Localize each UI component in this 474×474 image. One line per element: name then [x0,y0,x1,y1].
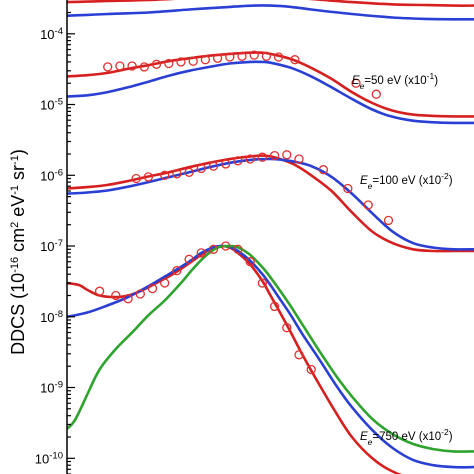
data-point [123,294,133,304]
series-line-blue [67,60,474,125]
series-line-red [67,0,474,7]
data-point [290,55,300,65]
data-point [343,183,353,194]
data-point [245,257,255,267]
data-point [131,173,141,184]
data-point [176,57,186,67]
data-point [184,167,194,177]
data-point [212,53,223,63]
data-point [200,55,211,65]
data-point [139,62,149,72]
data-point [184,254,194,264]
data-point [269,150,280,161]
data-point [371,89,381,99]
data-point [257,278,268,288]
data-point [208,161,219,171]
data-point [221,241,231,251]
data-point [261,51,272,61]
series-line-blue [67,4,474,21]
data-point [257,152,268,162]
data-point [225,52,235,62]
data-point [127,61,137,71]
y-ticks: 10-4 10-5 10-6 10-7 10-8 10-9 10-10 [35,11,75,474]
data-point [103,62,113,72]
series-annotation: Ee=750 eV (x10-2) [360,427,453,447]
y-tick-label: 10-9 [40,379,63,396]
data-point [172,265,182,276]
y-axis-title: DDCS (10-16 cm2 eV-1 sr-1) [8,149,28,355]
data-point [188,56,198,66]
data-point [151,59,162,69]
data-point [115,61,125,71]
y-tick-label: 10-7 [40,238,63,255]
data-point [273,52,284,62]
y-tick-label: 10-8 [40,308,63,325]
data-point [208,244,219,254]
data-point [196,248,206,258]
data-point [111,290,121,301]
data-point [147,283,158,294]
data-point [282,323,292,333]
data-point [135,289,145,299]
data-point [160,278,170,288]
data-point [143,172,154,182]
y-tick-label: 10-5 [40,96,63,113]
data-point [196,163,206,174]
series-line-red [67,244,403,474]
data-point [237,51,247,61]
data-point [221,159,231,169]
series-annotation: Ee=100 eV (x10-2) [360,171,453,191]
data-point [294,350,304,360]
points-layer [94,50,394,375]
series-line-green [67,244,474,453]
data-point [164,58,174,69]
data-point [383,215,394,226]
data-point [172,169,182,179]
data-point [294,154,304,164]
series-annotation: Ee=50 eV (x10-1) [352,71,438,91]
data-point [233,156,243,166]
y-tick-label: 10-6 [40,167,63,184]
data-point [318,165,329,175]
y-tick-label: 10-4 [40,25,63,42]
data-point [160,170,170,180]
series-line-blue [67,244,474,469]
data-point [306,364,316,375]
data-point [351,78,361,88]
data-point [245,154,255,164]
data-point [363,200,373,210]
data-point [282,150,292,160]
y-tick-label: 10-10 [35,450,63,467]
annotations: Ee=50 eV (x10-1) Ee=100 eV (x10-2) Ee=750 … [352,71,453,447]
data-point [249,50,259,60]
data-point [233,244,243,254]
data-point [94,286,105,296]
data-point [269,301,280,312]
